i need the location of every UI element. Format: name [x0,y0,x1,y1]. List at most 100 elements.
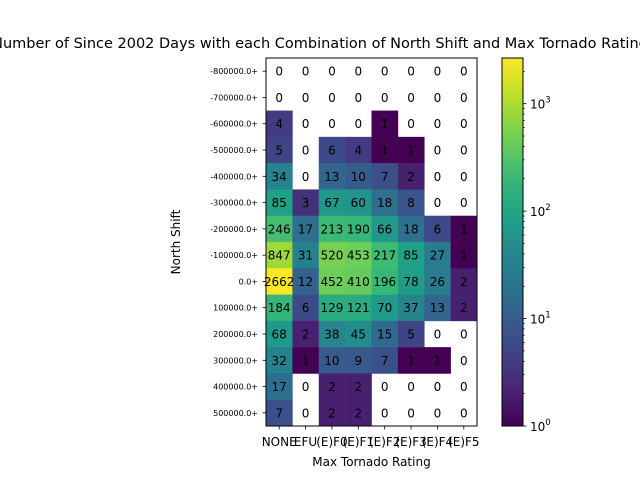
heatmap-cell [292,189,320,217]
cell-value-label: 0 [302,144,310,158]
cell-value-label: 78 [403,275,418,289]
heatmap-cell [292,294,320,322]
cell-value-label: 0 [434,144,442,158]
cell-value-label: 0 [328,117,336,131]
cell-value-label: 213 [320,222,343,236]
heatmap-cell [266,215,293,243]
colorbar-tick-label: 103 [530,96,551,112]
cell-value-label: 0 [328,65,336,79]
heatmap-cell [266,268,293,295]
cell-value-label: 0 [460,65,468,79]
cell-value-label: 10 [324,354,339,368]
heatmap-cells [266,110,478,427]
y-tick-label: -700000.0+ [210,93,258,102]
x-tick-label: NONE [262,435,297,449]
cell-value-label: 0 [381,380,389,394]
cell-value-label: 0 [381,65,389,79]
heatmap-cell [345,268,372,295]
cell-value-label: 6 [302,301,310,315]
cell-value-label: 0 [460,380,468,394]
cell-value-label: 0 [354,91,362,105]
heatmap-cell [345,320,372,348]
y-tick-label: 400000.0+ [213,383,258,392]
cell-value-label: 0 [434,328,442,342]
heatmap-cell [292,320,320,348]
cell-value-label: 2 [354,380,362,394]
heatmap-cell [371,215,399,243]
cell-value-label: 0 [407,65,415,79]
cell-value-label: 45 [351,328,366,342]
cell-value-label: 0 [407,91,415,105]
cell-value-label: 0 [381,91,389,105]
heatmap-cell [450,294,478,322]
y-tick-label: 300000.0+ [213,356,258,365]
heatmap-cell [345,215,372,243]
cell-value-label: 0 [328,91,336,105]
heatmap-cell [397,320,425,348]
heatmap-cell [266,294,293,322]
cell-value-label: 190 [347,222,370,236]
heatmap-cell [371,242,399,269]
x-tick-label: EFU [294,435,317,449]
heatmap-cell [424,294,451,322]
cell-value-label: 12 [298,275,313,289]
cell-value-label: 0 [460,406,468,420]
cell-value-label: 3 [302,196,310,210]
cell-value-label: 0 [460,144,468,158]
colorbar-tick-label: 101 [530,311,551,327]
plot-frame [265,57,478,427]
heatmap-cell [397,347,425,374]
cell-value-label: 9 [354,354,362,368]
cell-value-label: 121 [347,301,370,315]
y-tick-label: 500000.0+ [213,409,258,418]
cell-value-label: 0 [434,170,442,184]
y-tick-label: -500000.0+ [210,146,258,155]
heatmap-cell [266,242,293,269]
cell-value-label: 0 [407,406,415,420]
heatmap-cell [371,136,399,164]
y-tick-label: -800000.0+ [210,67,258,76]
cell-value-label: 2 [302,328,310,342]
cell-value-label: 0 [302,380,310,394]
heatmap-cell [371,268,399,295]
cell-value-labels: 0 0 0 0 0 0 0 00 0 0 0 0 0 0 04 0 0 0 1 0 0 05 0 6 4 1 1 0 034 0 13 10 7… [264,65,468,421]
heatmap-cell [318,347,346,374]
cell-value-label: 13 [324,170,339,184]
cell-value-label: 66 [377,222,392,236]
cell-value-label: 68 [272,328,287,342]
cell-value-label: 26 [430,275,445,289]
cell-value-label: 0 [434,65,442,79]
cell-value-label: 2662 [264,275,295,289]
cell-value-label: 2 [328,406,336,420]
y-tick-label: -100000.0+ [210,251,258,260]
cell-value-label: 2 [460,275,468,289]
cell-value-label: 15 [377,328,392,342]
cell-value-label: 6 [328,144,336,158]
cell-value-label: 0 [275,91,283,105]
colorbar-gradient [502,58,523,426]
cell-value-label: 7 [381,354,389,368]
cell-value-label: 0 [302,65,310,79]
heatmap-cell [318,320,346,348]
x-tick-label: (E)F5 [448,435,479,449]
y-tick-label: 0.0+ [239,277,258,286]
y-tick-label: -200000.0+ [210,225,258,234]
cell-value-label: 5 [275,144,283,158]
heatmap-cell [371,163,399,190]
heatmap-cell [318,268,346,295]
heatmap-cell [318,373,346,401]
heatmap-cell [397,268,425,295]
cell-value-label: 0 [407,380,415,394]
cell-value-label: 0 [434,406,442,420]
heatmap-cell [292,347,320,374]
cell-value-label: 0 [434,91,442,105]
cell-value-label: 1 [460,249,468,263]
heatmap-cell [266,347,293,374]
cell-value-label: 2 [460,301,468,315]
cell-value-label: 0 [460,328,468,342]
cell-value-label: 38 [324,328,339,342]
heatmap-cell [266,110,293,138]
cell-value-label: 85 [272,196,287,210]
